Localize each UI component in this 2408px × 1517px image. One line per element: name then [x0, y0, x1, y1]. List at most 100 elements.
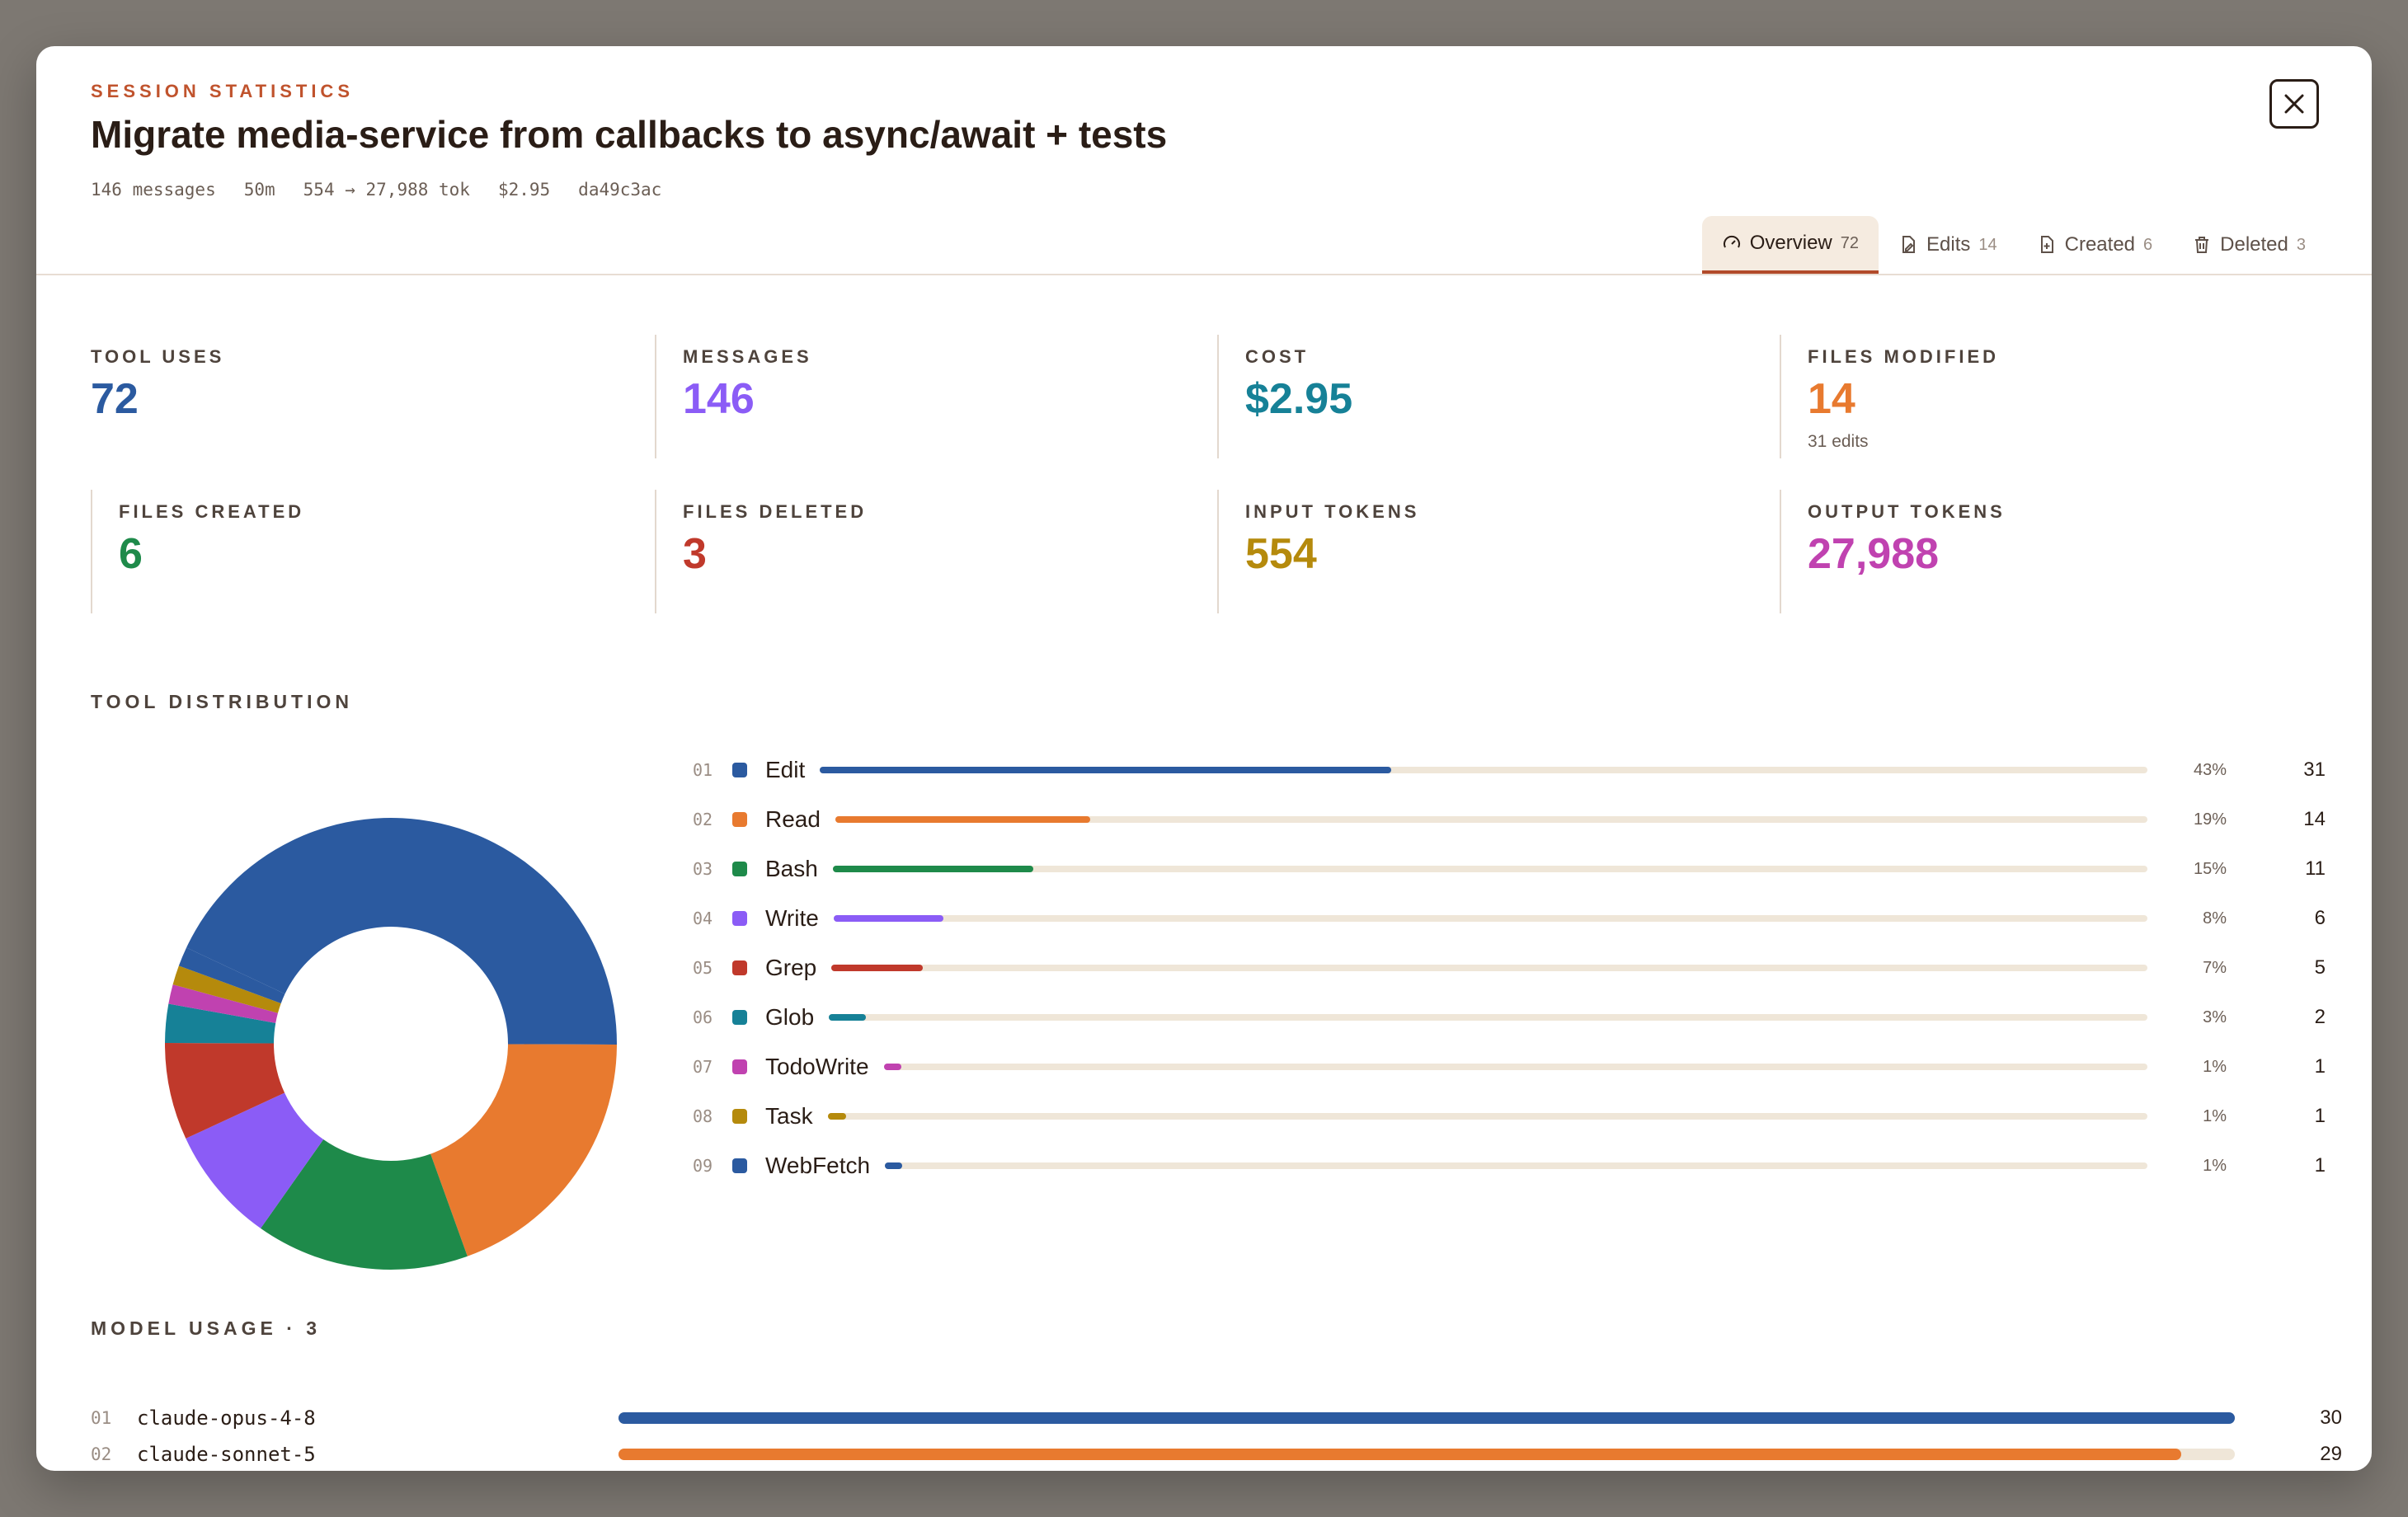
tool-name: Read	[765, 806, 821, 832]
stat-label: FILES DELETED	[683, 501, 868, 522]
donut-slice-task	[172, 965, 281, 1013]
donut-slice-write	[186, 1092, 324, 1228]
donut-slice-edit	[186, 817, 617, 1045]
tool-row-todowrite: 07 TodoWrite 1% 1	[693, 1050, 2326, 1083]
meta-tokens: 554 → 27,988 tok	[303, 180, 470, 200]
tool-bar-track	[835, 816, 2147, 823]
model-row: 01 claude-opus-4-8 30	[91, 1403, 2342, 1433]
model-count: 30	[2320, 1407, 2342, 1429]
tab-count: 14	[1978, 235, 1997, 254]
tool-color-swatch	[732, 911, 747, 926]
file-edit-icon	[1902, 236, 1916, 253]
tool-bar-fill	[827, 1113, 846, 1120]
trash-icon	[2195, 237, 2209, 253]
tool-index: 01	[693, 760, 713, 780]
stat-input-tokens: INPUT TOKENS 554	[1217, 490, 1778, 613]
tab-count: 72	[1840, 233, 1860, 252]
tool-count: 2	[2314, 1006, 2326, 1028]
close-icon	[2284, 94, 2304, 114]
tool-bar-track	[833, 915, 2147, 922]
model-name: claude-sonnet-5	[137, 1443, 316, 1466]
tool-bar-fill	[885, 1162, 903, 1169]
stat-label: OUTPUT TOKENS	[1808, 501, 2006, 522]
tool-bar-track	[820, 767, 2147, 773]
stat-files-deleted: FILES DELETED 3	[655, 490, 1216, 613]
tool-color-swatch	[732, 763, 747, 777]
tool-distribution-label: TOOL DISTRIBUTION	[91, 691, 353, 712]
meta-messages: 146 messages	[91, 180, 216, 200]
model-count: 29	[2320, 1443, 2342, 1465]
stat-label: INPUT TOKENS	[1245, 501, 1420, 522]
tool-name: Glob	[765, 1004, 815, 1030]
tool-bar-track	[832, 866, 2147, 872]
tool-percent: 15%	[2194, 859, 2227, 878]
stat-label: MESSAGES	[683, 346, 812, 367]
model-name: claude-opus-4-8	[137, 1407, 316, 1430]
stat-label: FILES CREATED	[119, 501, 305, 522]
tool-bar-track	[885, 1162, 2147, 1169]
stat-output-tokens: OUTPUT TOKENS 27,988	[1780, 490, 2340, 613]
donut-slice-glob	[165, 1003, 276, 1044]
tab-deleted[interactable]: Deleted 3	[2172, 216, 2326, 274]
tool-bar-fill	[820, 767, 1392, 773]
meta-session-id: da49c3ac	[578, 180, 662, 200]
tool-index: 07	[693, 1057, 713, 1077]
tool-bar-track	[883, 1064, 2147, 1070]
tool-bar-fill	[829, 1014, 866, 1021]
tab-count: 3	[2296, 235, 2306, 254]
meta-cost: $2.95	[497, 180, 551, 200]
donut-slice-bash	[261, 1139, 468, 1270]
tool-count: 11	[2305, 857, 2326, 880]
model-usage-label: MODEL USAGE · 3	[91, 1317, 322, 1339]
stat-tool-uses: TOOL USES 72	[91, 335, 651, 458]
stat-value: 72	[91, 375, 139, 423]
donut-slice-read	[430, 1044, 617, 1256]
meta-duration: 50m	[243, 180, 275, 200]
stat-value: $2.95	[1245, 375, 1353, 423]
tool-bar-fill	[833, 915, 943, 922]
tool-row-webfetch: 09 WebFetch 1% 1	[693, 1149, 2326, 1182]
stat-label: TOOL USES	[91, 346, 225, 367]
stat-messages: MESSAGES 146	[655, 335, 1216, 458]
stat-files-modified: FILES MODIFIED 14 31 edits	[1780, 335, 2340, 458]
eyebrow-label: SESSION STATISTICS	[91, 81, 354, 101]
tool-color-swatch	[732, 862, 747, 876]
tab-label: Overview	[1749, 232, 1832, 254]
tab-overview[interactable]: Overview 72	[1701, 216, 1879, 274]
tool-bar-fill	[883, 1064, 901, 1070]
tool-color-swatch	[732, 1010, 747, 1025]
donut-slice-webfetch	[178, 947, 285, 1003]
tool-name: Grep	[765, 955, 817, 980]
tool-percent: 43%	[2194, 760, 2227, 779]
tool-index: 02	[693, 810, 713, 829]
gauge-icon	[1723, 235, 1740, 248]
tool-color-swatch	[732, 960, 747, 975]
tab-edits[interactable]: Edits 14	[1879, 216, 2017, 274]
tool-bar-track	[831, 965, 2147, 971]
tool-row-grep: 05 Grep 7% 5	[693, 951, 2326, 984]
stat-value: 6	[119, 530, 143, 578]
stat-label: COST	[1245, 346, 1310, 367]
tool-name: WebFetch	[765, 1153, 871, 1178]
tool-count: 1	[2314, 1154, 2326, 1176]
tool-count: 5	[2314, 956, 2326, 979]
model-index: 02	[91, 1444, 112, 1464]
tool-index: 05	[693, 958, 713, 978]
tool-count: 14	[2303, 808, 2326, 830]
session-statistics-modal: SESSION STATISTICS Migrate media-service…	[36, 46, 2372, 1471]
tab-bar: Overview 72 Edits 14 Created 6 Deleted 3	[1701, 216, 2326, 274]
tool-count: 1	[2314, 1105, 2326, 1127]
tab-count: 6	[2143, 235, 2153, 254]
tool-row-glob: 06 Glob 3% 2	[693, 1001, 2326, 1034]
tool-row-write: 04 Write 8% 6	[693, 902, 2326, 935]
stat-sub: 31 edits	[1808, 432, 1869, 451]
tool-name: TodoWrite	[765, 1054, 869, 1079]
tool-color-swatch	[732, 1109, 747, 1124]
tab-created[interactable]: Created 6	[2017, 216, 2173, 274]
tool-bar-track	[827, 1113, 2147, 1120]
model-index: 01	[91, 1408, 112, 1428]
tool-name: Bash	[765, 856, 818, 881]
tool-bar-track	[829, 1014, 2147, 1021]
stat-value: 3	[683, 530, 707, 578]
close-button[interactable]	[2269, 79, 2319, 129]
